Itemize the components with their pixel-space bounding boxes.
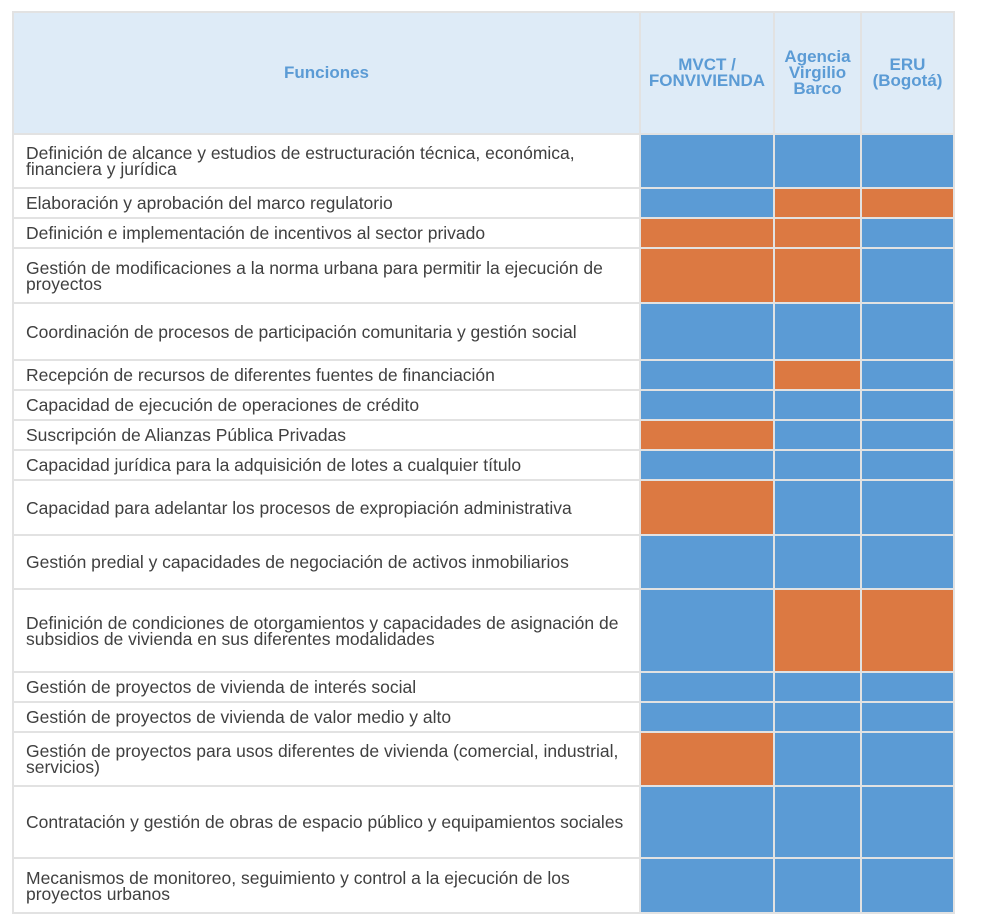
- cell-mvct-blue: [641, 361, 773, 389]
- function-label: Definición de alcance y estudios de estr…: [14, 135, 639, 187]
- cell-eru-blue: [862, 859, 953, 912]
- cell-agencia-orange: [775, 590, 860, 671]
- table-row: Suscripción de Alianzas Pública Privadas: [14, 421, 953, 449]
- cell-eru-blue: [862, 673, 953, 701]
- cell-eru-blue: [862, 703, 953, 731]
- cell-agencia-blue: [775, 391, 860, 419]
- cell-eru-blue: [862, 361, 953, 389]
- cell-mvct-orange: [641, 733, 773, 785]
- cell-agencia-orange: [775, 361, 860, 389]
- cell-eru-blue: [862, 451, 953, 479]
- table-row: Elaboración y aprobación del marco regul…: [14, 189, 953, 217]
- cell-agencia-blue: [775, 304, 860, 359]
- cell-mvct-orange: [641, 421, 773, 449]
- cell-mvct-blue: [641, 451, 773, 479]
- function-label: Capacidad de ejecución de operaciones de…: [14, 391, 639, 419]
- cell-agencia-orange: [775, 189, 860, 217]
- cell-agencia-blue: [775, 733, 860, 785]
- cell-eru-blue: [862, 219, 953, 247]
- cell-mvct-blue: [641, 391, 773, 419]
- table-row: Gestión de modificaciones a la norma urb…: [14, 249, 953, 302]
- cell-agencia-blue: [775, 859, 860, 912]
- function-label: Contratación y gestión de obras de espac…: [14, 787, 639, 857]
- function-label: Capacidad para adelantar los procesos de…: [14, 481, 639, 534]
- cell-mvct-blue: [641, 189, 773, 217]
- cell-agencia-orange: [775, 249, 860, 302]
- cell-mvct-blue: [641, 304, 773, 359]
- function-label: Gestión de proyectos de vivienda de inte…: [14, 673, 639, 701]
- table-row: Capacidad jurídica para la adquisición d…: [14, 451, 953, 479]
- table-body: Definición de alcance y estudios de estr…: [14, 135, 953, 912]
- cell-mvct-orange: [641, 481, 773, 534]
- function-label: Gestión de proyectos para usos diferente…: [14, 733, 639, 785]
- function-label: Suscripción de Alianzas Pública Privadas: [14, 421, 639, 449]
- cell-mvct-blue: [641, 787, 773, 857]
- function-label: Mecanismos de monitoreo, seguimiento y c…: [14, 859, 639, 912]
- function-label: Gestión de proyectos de vivienda de valo…: [14, 703, 639, 731]
- cell-eru-blue: [862, 481, 953, 534]
- cell-mvct-blue: [641, 703, 773, 731]
- cell-mvct-orange: [641, 219, 773, 247]
- cell-agencia-orange: [775, 219, 860, 247]
- cell-agencia-blue: [775, 481, 860, 534]
- cell-mvct-blue: [641, 135, 773, 187]
- cell-eru-blue: [862, 733, 953, 785]
- table-row: Definición e implementación de incentivo…: [14, 219, 953, 247]
- table-row: Capacidad para adelantar los procesos de…: [14, 481, 953, 534]
- function-label: Recepción de recursos de diferentes fuen…: [14, 361, 639, 389]
- table-row: Gestión de proyectos de vivienda de inte…: [14, 673, 953, 701]
- header-mvct: MVCT / FONVIVIENDA: [641, 13, 773, 133]
- function-label: Definición e implementación de incentivo…: [14, 219, 639, 247]
- table-row: Contratación y gestión de obras de espac…: [14, 787, 953, 857]
- function-label: Coordinación de procesos de participació…: [14, 304, 639, 359]
- table-row: Mecanismos de monitoreo, seguimiento y c…: [14, 859, 953, 912]
- function-label: Gestión predial y capacidades de negocia…: [14, 536, 639, 588]
- function-label: Gestión de modificaciones a la norma urb…: [14, 249, 639, 302]
- function-label: Capacidad jurídica para la adquisición d…: [14, 451, 639, 479]
- cell-mvct-blue: [641, 673, 773, 701]
- table-row: Definición de condiciones de otorgamient…: [14, 590, 953, 671]
- table-row: Capacidad de ejecución de operaciones de…: [14, 391, 953, 419]
- cell-agencia-blue: [775, 703, 860, 731]
- header-agencia: Agencia Virgilio Barco: [775, 13, 860, 133]
- function-label: Elaboración y aprobación del marco regul…: [14, 189, 639, 217]
- cell-agencia-blue: [775, 536, 860, 588]
- table-row: Gestión predial y capacidades de negocia…: [14, 536, 953, 588]
- table-row: Definición de alcance y estudios de estr…: [14, 135, 953, 187]
- cell-eru-orange: [862, 189, 953, 217]
- cell-agencia-blue: [775, 421, 860, 449]
- cell-mvct-blue: [641, 590, 773, 671]
- table-row: Gestión de proyectos para usos diferente…: [14, 733, 953, 785]
- cell-eru-blue: [862, 787, 953, 857]
- header-eru: ERU (Bogotá): [862, 13, 953, 133]
- cell-eru-blue: [862, 249, 953, 302]
- cell-eru-blue: [862, 135, 953, 187]
- cell-eru-blue: [862, 536, 953, 588]
- header-funciones: Funciones: [14, 13, 639, 133]
- cell-mvct-blue: [641, 536, 773, 588]
- cell-eru-blue: [862, 304, 953, 359]
- functions-table: Funciones MVCT / FONVIVIENDA Agencia Vir…: [12, 11, 955, 914]
- cell-agencia-blue: [775, 135, 860, 187]
- cell-mvct-blue: [641, 859, 773, 912]
- cell-agencia-blue: [775, 451, 860, 479]
- cell-eru-blue: [862, 421, 953, 449]
- function-label: Definición de condiciones de otorgamient…: [14, 590, 639, 671]
- cell-agencia-blue: [775, 673, 860, 701]
- cell-agencia-blue: [775, 787, 860, 857]
- cell-eru-orange: [862, 590, 953, 671]
- cell-eru-blue: [862, 391, 953, 419]
- header-row: Funciones MVCT / FONVIVIENDA Agencia Vir…: [14, 13, 953, 133]
- table-row: Recepción de recursos de diferentes fuen…: [14, 361, 953, 389]
- table-row: Gestión de proyectos de vivienda de valo…: [14, 703, 953, 731]
- table-row: Coordinación de procesos de participació…: [14, 304, 953, 359]
- cell-mvct-orange: [641, 249, 773, 302]
